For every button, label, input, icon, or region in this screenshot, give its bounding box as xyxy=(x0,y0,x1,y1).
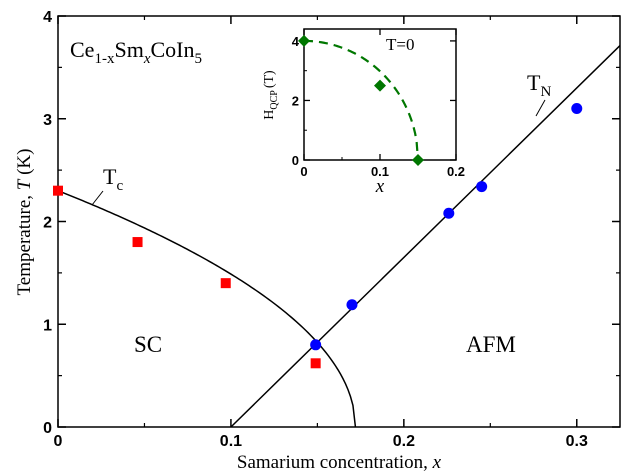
tc-label-leader xyxy=(91,190,104,206)
tc-data-point xyxy=(310,358,321,369)
inset-y-tick-label: 4 xyxy=(292,34,300,49)
x-tick-label: 0.1 xyxy=(220,433,242,450)
inset-x-tick-label: 0.1 xyxy=(371,164,389,179)
tc-data-point xyxy=(53,185,63,196)
tn-data-point xyxy=(310,339,322,351)
inset-y-tick-label: 2 xyxy=(292,93,299,108)
tc-data-point xyxy=(132,237,143,248)
afm-region-label: AFM xyxy=(466,332,516,357)
tn-label-leader xyxy=(535,99,546,117)
tn-line-label: TN xyxy=(527,70,551,100)
x-axis-label: Samarium concentration, x xyxy=(237,452,442,473)
inset-x-tick-label: 0 xyxy=(300,164,307,179)
main-data-markers xyxy=(53,102,583,369)
inset-x-tick-label: 0.2 xyxy=(447,164,465,179)
main-x-ticks: 0 0.1 0.2 0.3 xyxy=(54,16,588,450)
sc-region-label: SC xyxy=(134,332,162,357)
tc-line-label: Tc xyxy=(103,164,123,194)
inset-fit-curve xyxy=(303,39,420,161)
compound-label: Ce1-xSmxCoIn5 xyxy=(70,37,202,67)
x-tick-label: 0 xyxy=(54,433,63,450)
y-tick-label: 0 xyxy=(43,420,52,437)
y-tick-label: 3 xyxy=(43,112,52,129)
x-tick-label: 0.3 xyxy=(566,433,588,450)
main-y-ticks: 0 1 2 3 4 xyxy=(43,9,620,437)
inset-x-axis-label: x xyxy=(375,176,385,197)
inset-y-axis-label: HQCP(T) xyxy=(262,70,280,120)
y-tick-label: 2 xyxy=(43,215,52,232)
y-axis-label: Temperature, T (K) xyxy=(14,149,35,296)
y-tick-label: 4 xyxy=(43,9,52,26)
x-tick-label: 0.2 xyxy=(393,433,415,450)
inset-x-ticks: 0 0.1 0.2 xyxy=(300,29,465,179)
inset-annotation: T=0 xyxy=(386,35,414,54)
inset-data-markers xyxy=(298,34,424,166)
inset-data-point xyxy=(412,154,424,166)
inset-data-point xyxy=(298,34,310,47)
tn-data-point xyxy=(346,299,358,311)
inset-y-tick-label: 0 xyxy=(292,153,299,168)
inset-plot-frame xyxy=(303,28,457,161)
inset-data-point xyxy=(374,79,386,92)
y-tick-label: 1 xyxy=(43,317,52,334)
tn-fit-line xyxy=(230,45,621,428)
tc-fit-curve xyxy=(57,189,357,428)
tn-data-point xyxy=(443,207,455,219)
inset-chart: 0 2 4 0 0.1 0.2 T=0 x HQCP(T) xyxy=(262,28,465,197)
tn-data-point xyxy=(571,102,583,114)
tc-data-point xyxy=(220,278,231,289)
tn-data-point xyxy=(476,181,488,193)
